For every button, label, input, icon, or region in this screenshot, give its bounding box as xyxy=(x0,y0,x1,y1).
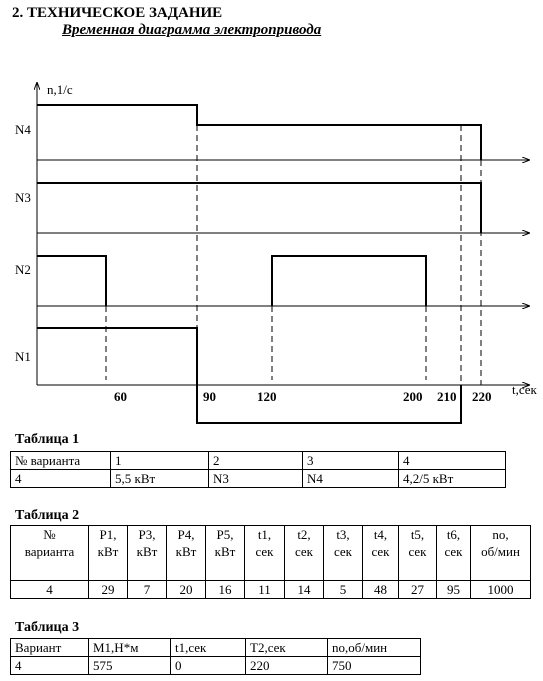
table-cell: no,об/мин xyxy=(327,638,421,657)
table-cell: t6, сек xyxy=(436,525,471,581)
table-row: № варианта P1, кВт P3, кВт P4, кВт P5, кВт t1… xyxy=(10,525,531,581)
section-title: 2. ТЕХНИЧЕСКОЕ ЗАДАНИЕ xyxy=(12,5,223,21)
table-row: 4 29 7 20 16 11 14 5 48 27 95 1000 xyxy=(10,580,531,599)
table-cell: 5 xyxy=(323,580,363,599)
table-cell: N4 xyxy=(302,469,399,488)
table-cell: t4, сек xyxy=(362,525,399,581)
table-cell: P4, кВт xyxy=(166,525,206,581)
table-cell: 1 xyxy=(110,451,209,470)
table: Вариант M1,H*м t1,сек T2,сек no,об/мин 4 575 0 2… xyxy=(10,638,421,675)
table-row: Вариант M1,H*м t1,сек T2,сек no,об/мин xyxy=(10,638,421,657)
time-label: 90 xyxy=(203,389,216,404)
table-cell: 0 xyxy=(170,656,246,675)
table-title: Таблица 3 xyxy=(15,620,80,635)
table-cell: M1,H*м xyxy=(88,638,171,657)
table-cell: 220 xyxy=(245,656,328,675)
table-cell: 27 xyxy=(398,580,437,599)
time-label: 120 xyxy=(257,389,277,404)
table-cell: Вариант xyxy=(10,638,89,657)
table-cell: № варианта xyxy=(10,525,89,581)
table-cell: 4 xyxy=(10,656,89,675)
time-label: 200 xyxy=(403,389,423,404)
table-title: Таблица 1 xyxy=(15,432,80,447)
table-cell: 11 xyxy=(244,580,285,599)
time-label: 210 xyxy=(437,389,457,404)
table-cell: 95 xyxy=(436,580,471,599)
table-row: 4 5,5 кВт N3 N4 4,2/5 кВт xyxy=(10,469,506,488)
table-title: Таблица 2 xyxy=(15,508,80,523)
row-label: N4 xyxy=(15,122,31,137)
table-cell: t2, сек xyxy=(284,525,324,581)
table-cell: t5, сек xyxy=(398,525,437,581)
table-cell: t1,сек xyxy=(170,638,246,657)
x-label: t,сек xyxy=(512,382,538,397)
table-row: № варианта 1 2 3 4 xyxy=(10,451,506,470)
time-label: 60 xyxy=(114,389,127,404)
table: № варианта 1 2 3 4 4 5,5 кВт N3 N4 4,2/5 кВт xyxy=(10,451,506,488)
table-cell: 4 xyxy=(10,469,111,488)
table-cell: 4 xyxy=(398,451,506,470)
table-cell: 750 xyxy=(327,656,421,675)
table-cell: 14 xyxy=(284,580,324,599)
y-label: n,1/c xyxy=(47,82,73,97)
time-label: 220 xyxy=(472,389,492,404)
timing-diagram: n,1/c t,сек N4 N3 N2 N1 60 90 120 200 21… xyxy=(15,82,538,424)
table-cell: P3, кВт xyxy=(127,525,167,581)
table-cell: N3 xyxy=(208,469,303,488)
subtitle: Временная диаграмма электропривода xyxy=(62,22,322,38)
table-cell: 16 xyxy=(205,580,245,599)
table-cell: 3 xyxy=(302,451,399,470)
table-cell: P1, кВт xyxy=(88,525,128,581)
table-cell: 5,5 кВт xyxy=(110,469,209,488)
table-cell: 575 xyxy=(88,656,171,675)
table-cell: 2 xyxy=(208,451,303,470)
table-cell: t1, сек xyxy=(244,525,285,581)
table-cell: 29 xyxy=(88,580,128,599)
table-cell: t3, сек xyxy=(323,525,363,581)
table-cell: 4,2/5 кВт xyxy=(398,469,506,488)
row-label: N3 xyxy=(15,190,31,205)
table-cell: T2,сек xyxy=(245,638,328,657)
table-cell: № варианта xyxy=(10,451,111,470)
table-cell: 20 xyxy=(166,580,206,599)
table-cell: no, об/мин xyxy=(470,525,531,581)
row-label: N1 xyxy=(15,349,31,364)
table-cell: 4 xyxy=(10,580,89,599)
table-cell: P5, кВт xyxy=(205,525,245,581)
table-row: 4 575 0 220 750 xyxy=(10,656,421,675)
table-cell: 48 xyxy=(362,580,399,599)
table-cell: 1000 xyxy=(470,580,531,599)
row-label: N2 xyxy=(15,262,31,277)
table: № варианта P1, кВт P3, кВт P4, кВт P5, кВт t1… xyxy=(10,525,531,599)
table-cell: 7 xyxy=(127,580,167,599)
